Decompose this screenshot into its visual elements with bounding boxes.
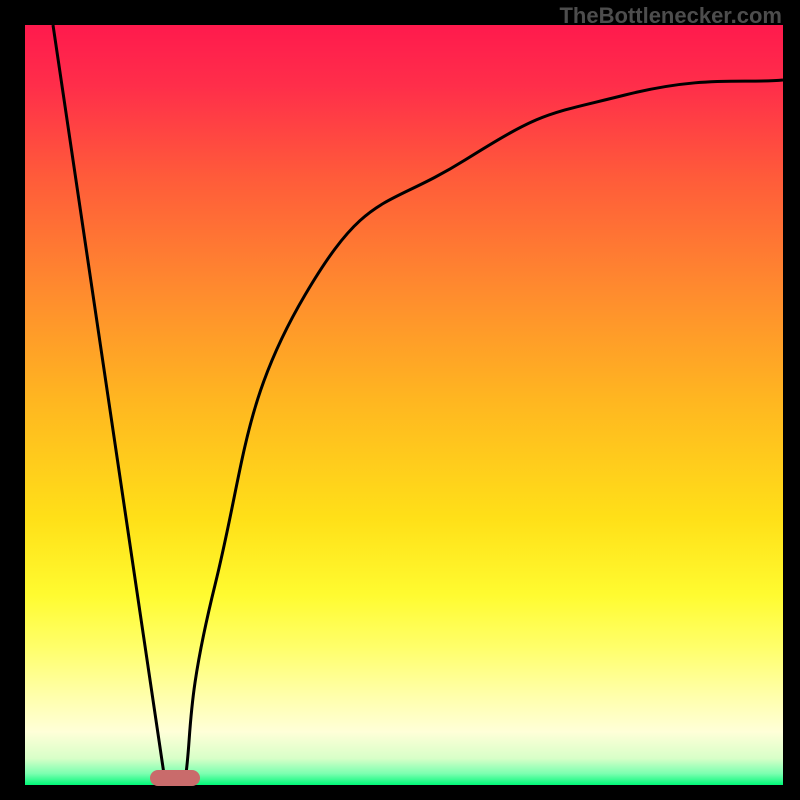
right-curve bbox=[185, 80, 783, 781]
watermark-text: TheBottlenecker.com bbox=[559, 3, 782, 29]
bottom-marker bbox=[150, 770, 200, 786]
left-curve bbox=[53, 25, 165, 781]
plot-area bbox=[25, 25, 783, 785]
chart-container: TheBottlenecker.com bbox=[0, 0, 800, 800]
curve-overlay bbox=[25, 25, 783, 785]
